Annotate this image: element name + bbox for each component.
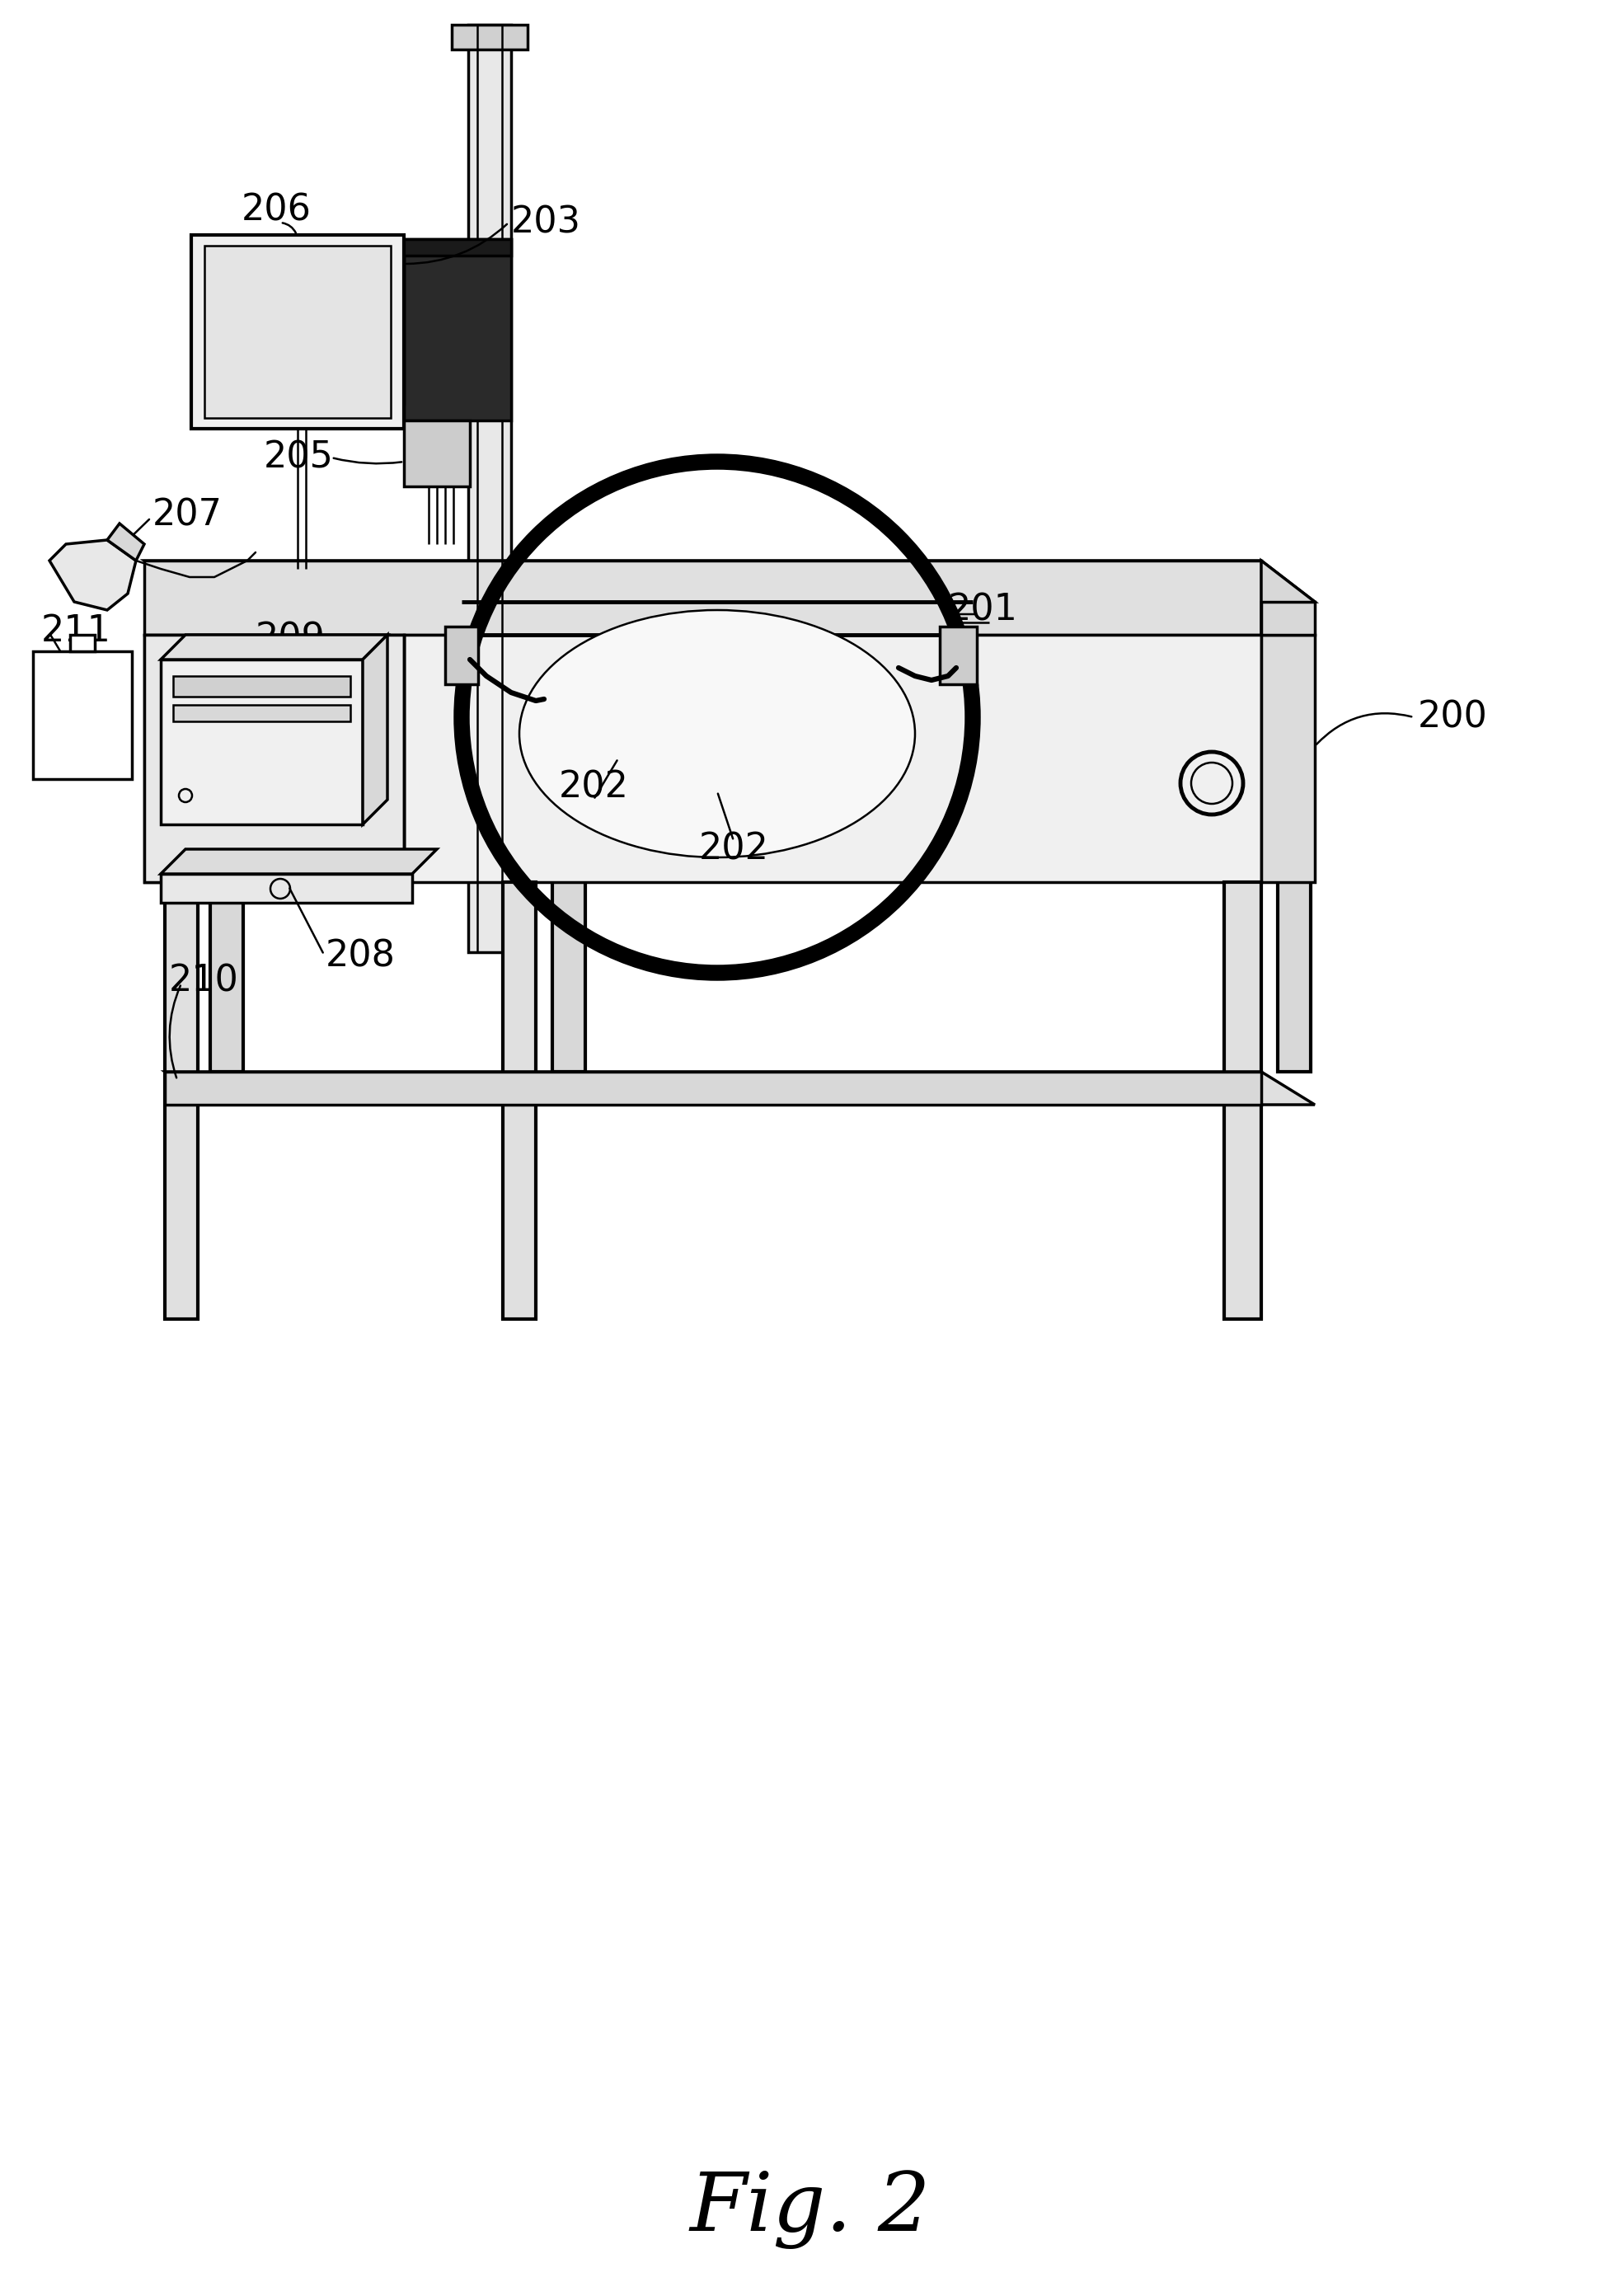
Polygon shape [452, 25, 528, 51]
Polygon shape [552, 602, 584, 1072]
Polygon shape [204, 246, 390, 418]
Text: 207: 207 [152, 498, 222, 533]
Polygon shape [160, 850, 437, 875]
Bar [173, 705, 350, 721]
Bar [32, 652, 131, 778]
Text: 211: 211 [40, 613, 112, 647]
Polygon shape [165, 882, 198, 1320]
Polygon shape [403, 239, 512, 420]
Polygon shape [210, 602, 243, 1072]
Text: 209: 209 [219, 675, 288, 709]
Polygon shape [144, 560, 1261, 634]
Polygon shape [50, 540, 136, 611]
Bar [173, 675, 350, 696]
Polygon shape [403, 634, 1261, 882]
Polygon shape [468, 25, 512, 953]
Text: 209: 209 [256, 622, 325, 657]
Polygon shape [70, 634, 96, 652]
Text: 202: 202 [698, 831, 769, 868]
Polygon shape [1261, 560, 1315, 634]
Polygon shape [165, 1072, 1315, 1104]
Polygon shape [144, 560, 1315, 602]
Polygon shape [191, 234, 403, 429]
Text: 203: 203 [512, 204, 581, 241]
Text: 201: 201 [947, 592, 1017, 627]
Polygon shape [1261, 602, 1315, 634]
Text: 208: 208 [325, 939, 395, 974]
Text: 206: 206 [241, 193, 311, 227]
Polygon shape [363, 634, 387, 824]
Text: 205: 205 [264, 441, 334, 475]
Text: 200: 200 [1417, 700, 1488, 735]
Polygon shape [1224, 882, 1261, 1320]
Polygon shape [355, 255, 403, 404]
Polygon shape [355, 239, 512, 255]
Ellipse shape [520, 611, 915, 856]
Text: 210: 210 [168, 964, 240, 999]
Text: 202: 202 [559, 769, 628, 806]
Polygon shape [403, 420, 470, 487]
Text: Fig. 2: Fig. 2 [690, 2170, 929, 2248]
Polygon shape [165, 1072, 1261, 1104]
Polygon shape [160, 659, 363, 824]
Polygon shape [144, 634, 403, 882]
Polygon shape [160, 634, 387, 659]
Polygon shape [1261, 634, 1315, 882]
Polygon shape [445, 627, 478, 684]
Polygon shape [144, 634, 403, 882]
Polygon shape [502, 882, 536, 1320]
Polygon shape [1277, 602, 1310, 1072]
Polygon shape [107, 523, 144, 560]
Polygon shape [939, 627, 976, 684]
Polygon shape [160, 875, 411, 902]
